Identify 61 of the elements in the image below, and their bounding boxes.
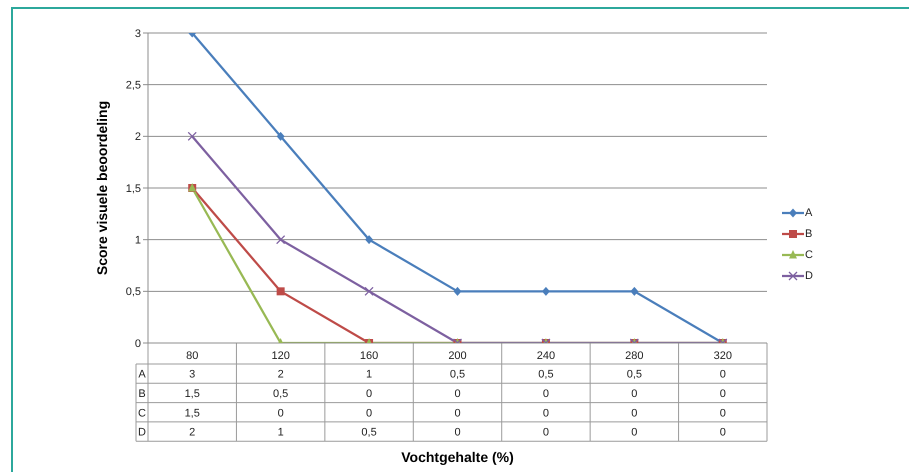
y-tick-label: 2,5 [126,80,141,92]
data-label: 1,5 [184,388,200,400]
data-label: 0 [631,426,638,439]
data-label: 0,5 [272,388,288,400]
x-tick-label: 120 [271,350,290,362]
y-tick-label: 3 [134,28,141,40]
point [542,286,550,296]
y-tick-label: 1 [134,234,141,247]
data-label: 0 [542,388,549,400]
text: Vochtgehalte (%) [401,449,514,466]
data-label: 0 [720,388,726,400]
y-tick-label: 0,5 [126,286,141,298]
data-label: 0 [454,407,461,420]
legend-label: B [805,228,812,240]
point [276,132,285,141]
x-tick-label: 80 [186,350,198,362]
x-tick-label: 240 [536,350,556,362]
data-label: 0 [720,426,726,439]
data-label: 2 [278,368,284,381]
legend-label: C [805,249,813,261]
point [365,235,374,244]
x-tick-label: 200 [448,350,467,362]
y-axis-title: Score visuele beoordeling [94,100,110,276]
data-label: 1 [366,368,372,381]
data-label: 2 [189,426,196,439]
data-label: 1,5 [184,407,200,420]
text: C [138,407,146,420]
point [364,286,374,296]
point [276,287,285,296]
point [276,235,286,244]
data-label: 0,5 [450,368,466,381]
legend-label: D [805,270,813,282]
point [630,286,638,296]
x-tick-label: 280 [625,350,644,362]
data-label: 0 [366,407,372,420]
point [188,132,197,141]
x-tick-label: 320 [714,350,732,362]
y-tick-label: 2 [134,131,141,144]
data-label: 0 [454,426,461,439]
data-label: 0 [542,426,549,439]
text: D [138,426,146,439]
data-label: 0 [542,407,549,420]
data-label: 0 [720,407,726,420]
y-tick-label: 0 [134,338,141,350]
data-label: 0 [278,407,284,420]
data-label: 0 [366,388,372,400]
legend-label: A [805,207,812,219]
data-label: 0 [631,388,638,400]
text: A [138,368,146,381]
data-label: 0 [631,407,638,420]
data-label: 0,5 [626,368,642,381]
data-label: 0 [454,388,461,400]
data-label: 3 [189,368,196,381]
x-tick-label: 160 [360,350,378,362]
data-label: 0,5 [361,426,377,439]
point [454,286,462,296]
data-label: 1 [278,426,284,439]
text: B [138,388,146,400]
y-tick-label: 1,5 [126,182,141,195]
data-label: 0 [720,368,726,381]
data-label: 0,5 [538,368,554,381]
